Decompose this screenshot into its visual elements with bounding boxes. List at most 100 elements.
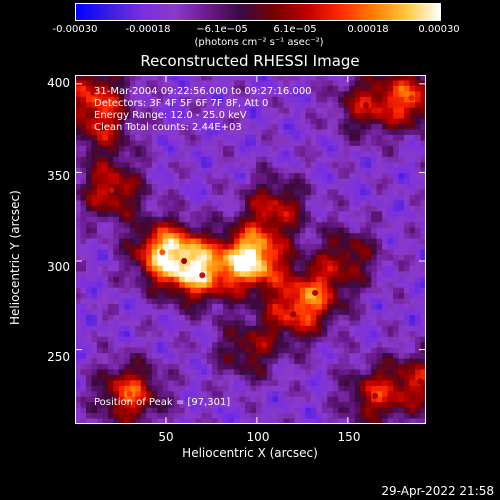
heatmap-cell	[129, 364, 136, 370]
heatmap-cell	[173, 85, 180, 92]
heatmap-cell	[80, 369, 87, 376]
heatmap-cell	[316, 309, 323, 316]
heatmap-cell	[75, 156, 81, 163]
heatmap-cell	[261, 391, 268, 398]
heatmap-cell	[245, 145, 251, 152]
heatmap-cell	[140, 254, 147, 261]
heatmap-cell	[349, 124, 356, 131]
heatmap-cell	[343, 205, 350, 212]
heatmap-cell	[354, 293, 361, 300]
heatmap-cell	[173, 162, 180, 169]
heatmap-cell	[365, 238, 372, 245]
heatmap-cell	[190, 293, 197, 300]
heatmap-cell	[184, 167, 191, 174]
heatmap-cell	[85, 189, 92, 196]
heatmap-cell	[420, 162, 426, 169]
heatmap-cell	[288, 380, 295, 387]
heatmap-cell	[415, 91, 422, 98]
heatmap-cell	[124, 244, 131, 250]
heatmap-cell	[162, 396, 169, 403]
heatmap-cell	[299, 336, 306, 343]
heatmap-cell	[360, 309, 367, 316]
heatmap-cell	[190, 156, 197, 163]
heatmap-cell	[140, 233, 147, 240]
heatmap-cell	[360, 167, 367, 174]
colorbar-segment	[123, 3, 126, 21]
heatmap-cell	[135, 85, 142, 92]
heatmap-cell	[96, 189, 103, 196]
heatmap-cell	[107, 205, 114, 212]
heatmap-cell	[206, 233, 213, 240]
heatmap-cell	[195, 265, 202, 272]
heatmap-cell	[168, 85, 175, 92]
heatmap-cell	[179, 260, 186, 267]
heatmap-cell	[332, 244, 339, 250]
heatmap-cell	[135, 325, 142, 332]
heatmap-cell	[310, 391, 317, 398]
heatmap-cell	[102, 293, 109, 300]
heatmap-cell	[299, 353, 306, 360]
heatmap-cell	[107, 364, 114, 370]
heatmap-cell	[393, 194, 400, 201]
heatmap-cell	[266, 254, 273, 261]
heatmap-cell	[332, 309, 339, 316]
heatmap-cell	[212, 151, 219, 158]
heatmap-cell	[321, 102, 328, 109]
heatmap-cell	[75, 91, 81, 98]
heatmap-cell	[124, 222, 131, 229]
heatmap-cell	[294, 331, 301, 338]
heatmap-cell	[376, 107, 383, 114]
heatmap-cell	[201, 298, 208, 305]
heatmap-cell	[343, 304, 350, 310]
heatmap-cell	[398, 396, 405, 403]
heatmap-cell	[135, 107, 142, 114]
heatmap-cell	[217, 80, 224, 87]
heatmap-cell	[217, 194, 224, 201]
clean-annotation: Clean Total counts: 2.44E+03	[94, 122, 242, 133]
heatmap-cell	[354, 407, 361, 414]
heatmap-cell	[327, 233, 334, 240]
heatmap-cell	[239, 353, 246, 360]
heatmap-cell	[157, 140, 164, 147]
heatmap-cell	[255, 287, 262, 294]
heatmap-cell	[321, 271, 328, 278]
heatmap-cell	[234, 369, 241, 376]
heatmap-cell	[223, 402, 230, 409]
heatmap-cell	[201, 336, 208, 343]
heatmap-cell	[75, 304, 81, 310]
heatmap-cell	[277, 96, 284, 103]
heatmap-cell	[201, 227, 208, 234]
heatmap-cell	[250, 413, 257, 420]
heatmap-cell	[382, 227, 389, 234]
heatmap-cell	[316, 91, 323, 98]
heatmap-cell	[393, 233, 400, 240]
heatmap-cell	[404, 134, 411, 141]
heatmap-cell	[228, 336, 235, 343]
heatmap-cell	[360, 254, 367, 261]
heatmap-cell	[173, 374, 180, 381]
heatmap-cell	[118, 287, 125, 294]
heatmap-cell	[310, 173, 317, 180]
heatmap-cell	[299, 407, 306, 414]
heatmap-cell	[382, 173, 389, 180]
heatmap-cell	[404, 167, 411, 174]
heatmap-cell	[113, 129, 120, 136]
heatmap-cell	[85, 80, 92, 87]
heatmap-cell	[404, 184, 411, 191]
heatmap-cell	[173, 309, 180, 316]
heatmap-cell	[349, 331, 356, 338]
heatmap-cell	[80, 249, 87, 256]
heatmap-cell	[310, 85, 317, 92]
heatmap-cell	[365, 227, 372, 234]
heatmap-cell	[376, 271, 383, 278]
heatmap-cell	[91, 304, 98, 310]
heatmap-cell	[404, 113, 411, 120]
heatmap-cell	[409, 418, 416, 424]
heatmap-cell	[371, 342, 378, 349]
heatmap-cell	[151, 282, 158, 289]
heatmap-cell	[266, 233, 273, 240]
heatmap-cell	[371, 75, 378, 81]
heatmap-cell	[212, 391, 219, 398]
heatmap-cell	[75, 260, 81, 267]
heatmap-cell	[365, 336, 372, 343]
